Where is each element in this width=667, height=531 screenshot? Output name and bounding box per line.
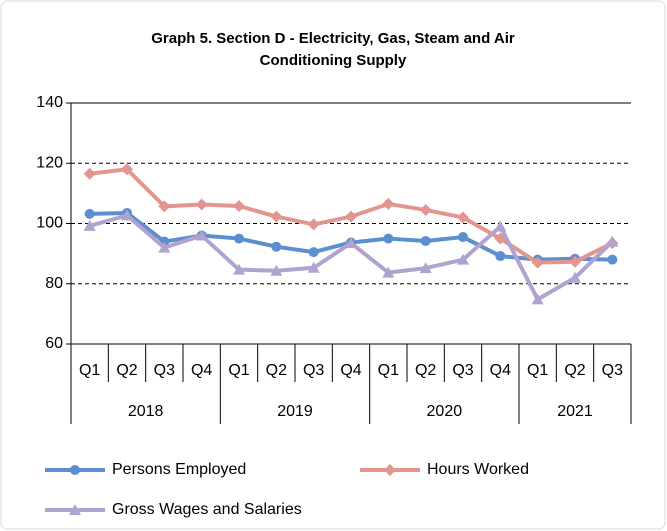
group-label: 2018 bbox=[128, 403, 164, 420]
marker bbox=[84, 208, 95, 219]
marker bbox=[531, 293, 544, 305]
marker bbox=[345, 210, 357, 223]
marker bbox=[270, 264, 283, 276]
marker bbox=[420, 235, 431, 246]
marker bbox=[569, 255, 581, 268]
marker bbox=[494, 220, 507, 232]
x-tick-label: Q2 bbox=[415, 362, 436, 379]
y-tick-label: 60 bbox=[45, 335, 63, 352]
marker bbox=[382, 197, 395, 210]
marker bbox=[607, 254, 618, 265]
x-tick-label: Q1 bbox=[228, 362, 249, 379]
x-tick-label: Q3 bbox=[154, 362, 175, 379]
x-tick-label: Q4 bbox=[340, 362, 361, 379]
marker bbox=[307, 261, 320, 273]
x-tick-label: Q2 bbox=[116, 362, 137, 379]
legend-label: Gross Wages and Salaries bbox=[112, 501, 302, 518]
marker bbox=[121, 163, 133, 176]
x-tick-label: Q1 bbox=[79, 362, 100, 379]
marker bbox=[83, 219, 96, 231]
marker bbox=[233, 263, 245, 275]
marker bbox=[569, 271, 581, 283]
x-tick-label: Q3 bbox=[303, 362, 324, 379]
marker bbox=[345, 237, 357, 249]
marker bbox=[271, 241, 282, 252]
x-tick-label: Q3 bbox=[452, 362, 473, 379]
marker bbox=[121, 209, 133, 221]
marker bbox=[270, 210, 283, 223]
marker bbox=[83, 167, 96, 180]
marker bbox=[419, 262, 432, 274]
marker bbox=[308, 247, 319, 258]
marker bbox=[70, 465, 80, 475]
x-tick-label: Q2 bbox=[564, 362, 585, 379]
x-tick-label: Q4 bbox=[191, 362, 212, 379]
group-label: 2021 bbox=[557, 403, 593, 420]
group-label: 2019 bbox=[277, 403, 313, 420]
chart-title: Graph 5. Section D - Electricity, Gas, S… bbox=[151, 30, 515, 69]
marker bbox=[307, 218, 320, 231]
marker bbox=[233, 200, 245, 213]
marker bbox=[495, 251, 506, 262]
marker bbox=[384, 464, 396, 476]
marker bbox=[419, 203, 432, 216]
x-tick-label: Q1 bbox=[527, 362, 548, 379]
marker bbox=[158, 241, 171, 253]
group-label: 2020 bbox=[427, 403, 463, 420]
marker bbox=[195, 229, 208, 241]
y-tick-label: 100 bbox=[36, 215, 63, 232]
x-tick-label: Q3 bbox=[602, 362, 623, 379]
marker bbox=[457, 253, 469, 265]
legend-label: Persons Employed bbox=[112, 461, 246, 478]
marker bbox=[457, 211, 469, 224]
y-tick-label: 120 bbox=[36, 154, 63, 171]
marker bbox=[531, 256, 544, 269]
marker bbox=[158, 200, 171, 213]
marker bbox=[195, 198, 208, 211]
marker bbox=[382, 266, 395, 278]
marker bbox=[606, 235, 619, 247]
marker bbox=[458, 232, 468, 243]
x-tick-label: Q1 bbox=[378, 362, 399, 379]
y-tick-label: 140 bbox=[36, 94, 63, 111]
x-tick-label: Q2 bbox=[266, 362, 287, 379]
marker bbox=[234, 233, 244, 244]
x-tick-label: Q4 bbox=[490, 362, 511, 379]
y-tick-label: 80 bbox=[45, 275, 63, 292]
legend-label: Hours Worked bbox=[427, 461, 529, 478]
marker bbox=[69, 504, 81, 515]
marker bbox=[383, 233, 394, 244]
